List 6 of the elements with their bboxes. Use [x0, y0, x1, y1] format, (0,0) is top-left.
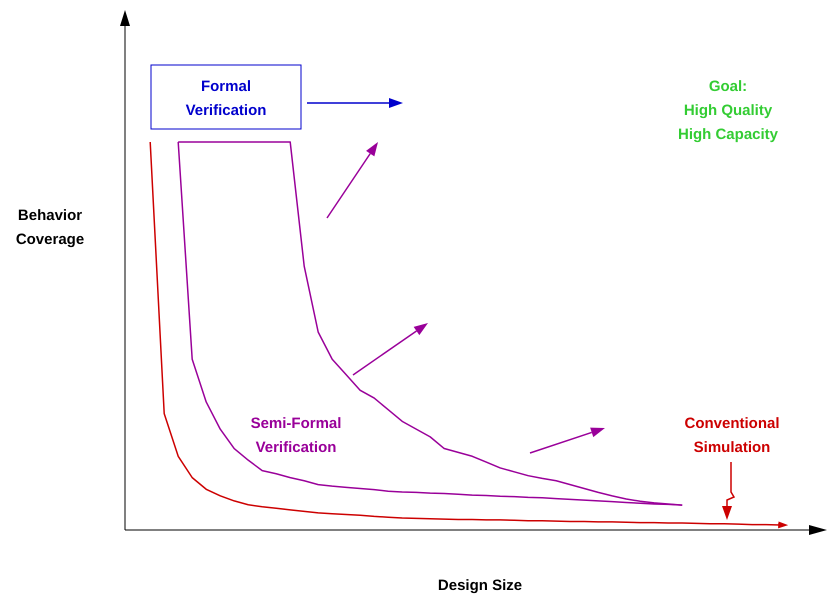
text: Semi-Formal Verification [250, 415, 342, 456]
text: Formal Verification [186, 78, 266, 119]
annotation: Goal: High Quality High Capacity [678, 78, 779, 143]
y-axis-title: Behavior Coverage [16, 207, 84, 248]
text: Conventional Simulation [684, 415, 780, 456]
x-axis-title: Design Size [438, 577, 522, 594]
